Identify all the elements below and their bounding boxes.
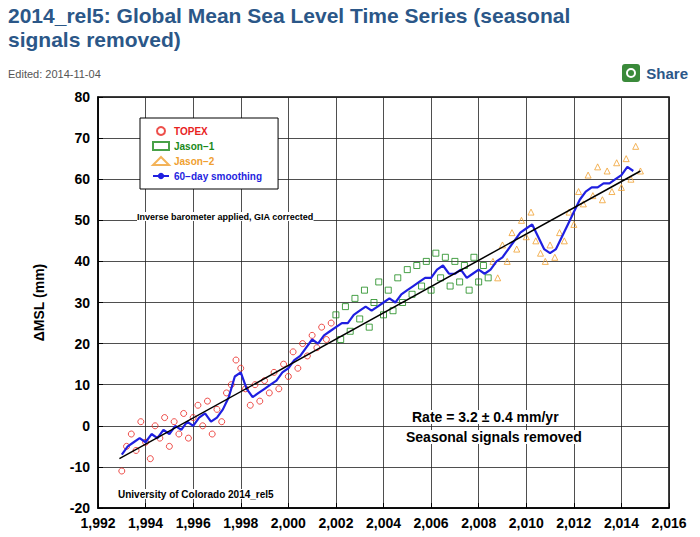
svg-text:2,006: 2,006 xyxy=(414,515,449,531)
svg-text:Inverse barometer applied, GIA: Inverse barometer applied, GIA corrected xyxy=(137,212,313,222)
svg-text:70: 70 xyxy=(74,130,90,146)
svg-text:60−day smoothing: 60−day smoothing xyxy=(174,171,262,182)
svg-text:50: 50 xyxy=(74,212,90,228)
svg-text:TOPEX: TOPEX xyxy=(174,126,208,137)
svg-text:Jason−1: Jason−1 xyxy=(174,141,215,152)
svg-text:Seasonal signals removed: Seasonal signals removed xyxy=(406,429,582,445)
svg-text:1,998: 1,998 xyxy=(223,515,258,531)
html-text:2014_rel5: Global Mean Sea Lev: 2014_rel5: Global Mean Sea Level Time Se… xyxy=(8,4,571,51)
svg-text:Jason−2: Jason−2 xyxy=(174,156,215,167)
svg-text:0: 0 xyxy=(82,418,90,434)
svg-text:1,992: 1,992 xyxy=(80,515,115,531)
svg-text:2,014: 2,014 xyxy=(604,515,639,531)
svg-text:Rate = 3.2 ± 0.4 mm/yr: Rate = 3.2 ± 0.4 mm/yr xyxy=(412,409,559,425)
svg-text:2,016: 2,016 xyxy=(651,515,686,531)
svg-text:-10: -10 xyxy=(70,459,90,475)
svg-text:ΔMSL (mm): ΔMSL (mm) xyxy=(31,264,47,341)
html-text:Edited: 2014-11-04: Edited: 2014-11-04 xyxy=(8,68,101,80)
svg-text:2,012: 2,012 xyxy=(556,515,591,531)
svg-text:2,004: 2,004 xyxy=(366,515,401,531)
svg-text:40: 40 xyxy=(74,253,90,269)
svg-text:1,996: 1,996 xyxy=(176,515,211,531)
svg-text:80: 80 xyxy=(74,89,90,105)
svg-text:1,994: 1,994 xyxy=(128,515,163,531)
svg-text:2,000: 2,000 xyxy=(271,515,306,531)
svg-text:2,008: 2,008 xyxy=(461,515,496,531)
svg-text:2,010: 2,010 xyxy=(509,515,544,531)
svg-text:-20: -20 xyxy=(70,500,90,516)
svg-text:30: 30 xyxy=(74,295,90,311)
svg-text:20: 20 xyxy=(74,336,90,352)
svg-text:10: 10 xyxy=(74,377,90,393)
svg-text:2,002: 2,002 xyxy=(318,515,353,531)
svg-text:University of Colorado 2014_re: University of Colorado 2014_rel5 xyxy=(118,489,274,500)
html-text:Share: Share xyxy=(646,64,688,82)
svg-text:60: 60 xyxy=(74,171,90,187)
